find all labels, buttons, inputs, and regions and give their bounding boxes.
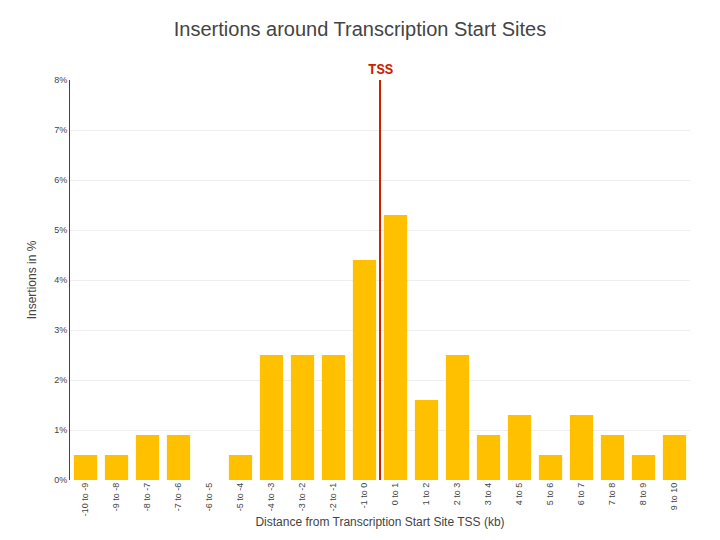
svg-text:-6 to -5: -6 to -5 bbox=[204, 483, 214, 512]
svg-text:Insertions in %: Insertions in % bbox=[25, 240, 39, 319]
svg-text:-2 to -1: -2 to -1 bbox=[328, 483, 338, 512]
svg-text:-3 to -2: -3 to -2 bbox=[297, 483, 307, 512]
svg-text:4 to 5: 4 to 5 bbox=[514, 483, 524, 506]
svg-text:2%: 2% bbox=[54, 375, 67, 385]
svg-text:Insertions around Transcriptio: Insertions around Transcription Start Si… bbox=[174, 18, 546, 40]
svg-text:-4 to -3: -4 to -3 bbox=[266, 483, 276, 512]
svg-text:9 to 10: 9 to 10 bbox=[669, 483, 679, 511]
svg-text:7 to 8: 7 to 8 bbox=[607, 483, 617, 506]
svg-text:3%: 3% bbox=[54, 325, 67, 335]
svg-text:4%: 4% bbox=[54, 275, 67, 285]
svg-text:1 to 2: 1 to 2 bbox=[421, 483, 431, 506]
svg-text:5%: 5% bbox=[54, 225, 67, 235]
svg-text:5 to 6: 5 to 6 bbox=[545, 483, 555, 506]
svg-text:7%: 7% bbox=[54, 125, 67, 135]
svg-text:-10 to -9: -10 to -9 bbox=[80, 483, 90, 517]
svg-text:-7 to -6: -7 to -6 bbox=[173, 483, 183, 512]
svg-text:0%: 0% bbox=[54, 475, 67, 485]
svg-text:1%: 1% bbox=[54, 425, 67, 435]
svg-text:6 to 7: 6 to 7 bbox=[576, 483, 586, 506]
svg-text:TSS: TSS bbox=[368, 62, 393, 78]
svg-text:3 to 4: 3 to 4 bbox=[483, 483, 493, 506]
svg-text:6%: 6% bbox=[54, 175, 67, 185]
svg-text:-9 to -8: -9 to -8 bbox=[111, 483, 121, 512]
svg-text:-5 to -4: -5 to -4 bbox=[235, 483, 245, 512]
svg-text:-8 to -7: -8 to -7 bbox=[142, 483, 152, 512]
svg-text:2 to 3: 2 to 3 bbox=[452, 483, 462, 506]
svg-text:0 to 1: 0 to 1 bbox=[390, 483, 400, 506]
svg-text:Distance from Transcription St: Distance from Transcription Start Site T… bbox=[255, 515, 504, 529]
svg-text:8 to 9: 8 to 9 bbox=[638, 483, 648, 506]
svg-text:8%: 8% bbox=[54, 75, 67, 85]
svg-text:-1 to 0: -1 to 0 bbox=[359, 483, 369, 509]
